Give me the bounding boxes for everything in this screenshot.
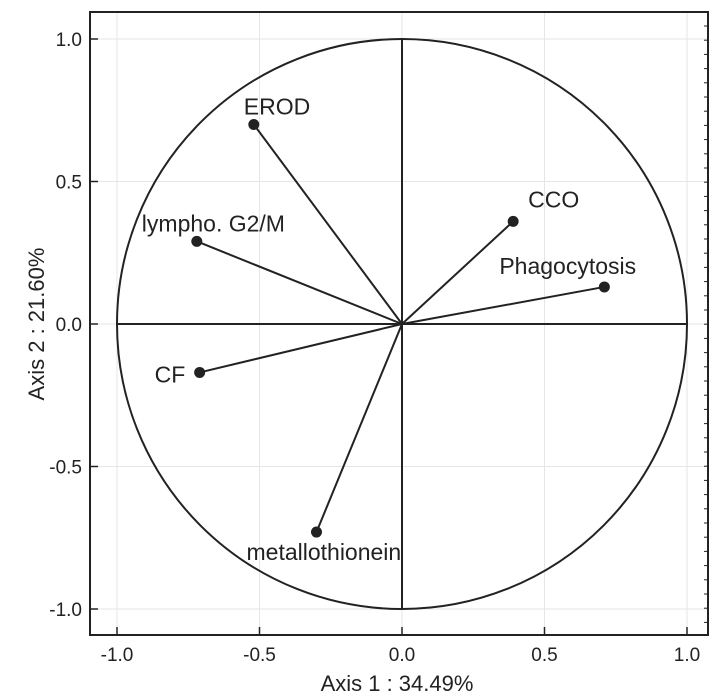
point-cco: [507, 215, 519, 227]
vector-cf: [199, 323, 403, 374]
y-tick-label-3: -0.5: [49, 458, 82, 479]
point-phagocytosis: [598, 281, 610, 293]
label-cco: CCO: [528, 186, 579, 212]
x-tick-label-2: 0.0: [389, 645, 415, 666]
point-cf: [194, 366, 206, 378]
x-tick-label-1: -0.5: [243, 645, 276, 666]
point-metallothionein: [311, 526, 322, 538]
y-tick-label-2: 0.0: [56, 315, 82, 336]
vector-erod: [252, 123, 403, 325]
point-lympho-g2-m: [191, 235, 203, 247]
label-phagocytosis: Phagocytosis: [499, 253, 636, 279]
y-tick-label-4: -1.0: [49, 600, 82, 621]
y-tick-label-1: 0.5: [56, 173, 82, 194]
vectors: [191, 119, 610, 538]
label-erod: EROD: [244, 94, 310, 120]
label-cf: CF: [155, 361, 186, 387]
ticks: -1.0 -0.5 0.0 0.5 1.0 1.0 0.5 0.0 -0.5 -1.0: [49, 30, 700, 666]
vector-metallothionein: [315, 323, 403, 533]
label-lympho-g2-m: lympho. G2/M: [142, 210, 285, 236]
vector-phagocytosis: [401, 285, 605, 325]
y-axis-title: Axis 2 : 21.60%: [24, 248, 49, 401]
y-tick-label-0: 1.0: [56, 30, 82, 51]
vector-lympho-g2-m: [196, 240, 403, 325]
x-tick-label-0: -1.0: [101, 645, 134, 666]
x-axis-title: Axis 1 : 34.49%: [321, 671, 474, 696]
x-tick-label-3: 0.5: [531, 645, 557, 666]
point-erod: [248, 119, 260, 130]
vector-cco: [401, 220, 514, 325]
x-tick-label-4: 1.0: [674, 645, 700, 666]
label-metallothionein: metallothionein: [247, 539, 402, 565]
point-labels: EROD lympho. G2/M CCO Phagocytosis CF metallo…: [142, 94, 636, 566]
